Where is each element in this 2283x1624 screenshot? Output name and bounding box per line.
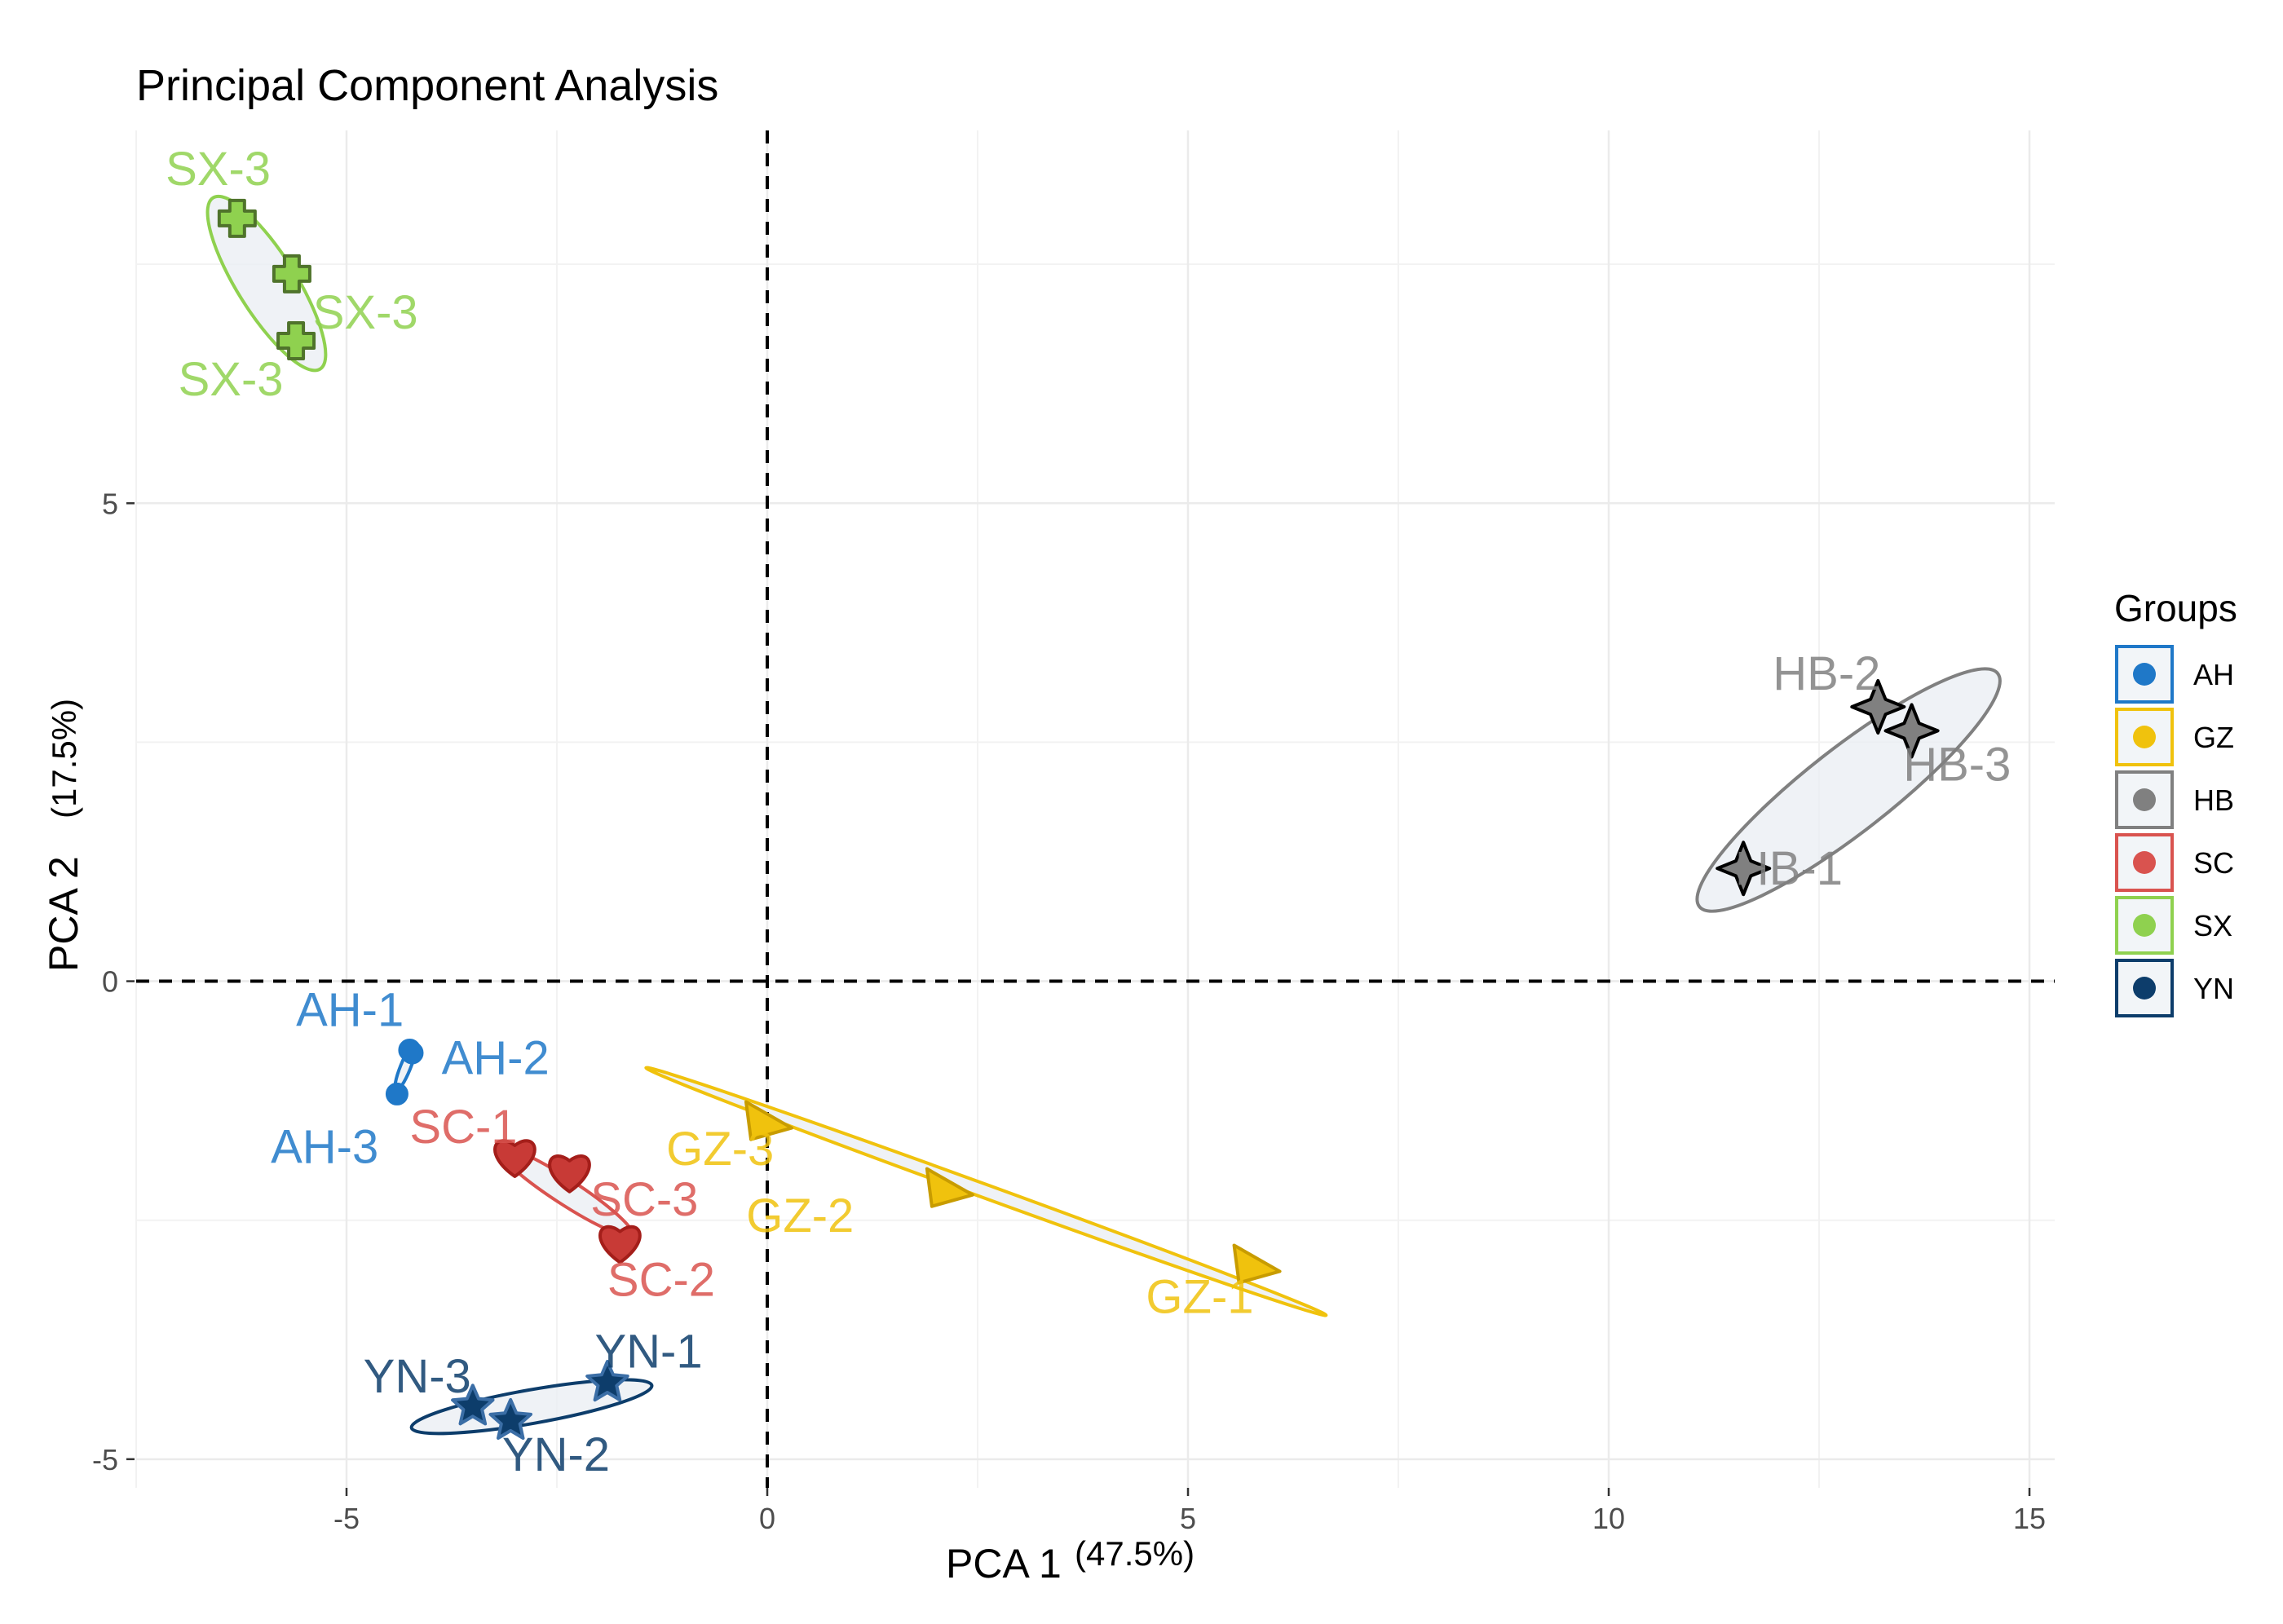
legend-dot-sc [2133, 851, 2156, 874]
points [217, 198, 1940, 1440]
point-ah-3 [385, 1082, 408, 1105]
legend-label-sx: SX [2193, 909, 2232, 942]
point-label-sx-2: SX-3 [313, 286, 418, 339]
legend: Groups AH GZ HB SC SX YN [2114, 587, 2237, 1017]
point-sx-1 [217, 198, 257, 238]
point-gz-3 [744, 1100, 794, 1141]
legend-label-hb: HB [2193, 783, 2234, 817]
point-label-sc-1: SC-1 [409, 1101, 517, 1154]
y-tick-label: 0 [102, 965, 118, 999]
point-hb-3 [1883, 703, 1940, 759]
point-hb-1 [1716, 841, 1772, 897]
point-label-sc-3: SC-3 [590, 1173, 698, 1226]
point-gz-2 [925, 1167, 974, 1208]
point-gz-1 [1232, 1243, 1282, 1285]
point-hb-2 [1850, 679, 1906, 735]
point-label-hb-2: HB-2 [1773, 647, 1880, 700]
x-tick-label: 5 [1180, 1502, 1196, 1535]
point-yn-2 [488, 1397, 532, 1440]
point-sc-1 [493, 1139, 537, 1178]
point-label-sc-2: SC-2 [607, 1253, 715, 1306]
legend-key-sc [2115, 833, 2174, 892]
point-yn-3 [451, 1383, 495, 1426]
confidence-ellipse-gz [644, 1066, 1328, 1317]
point-ah-2 [400, 1041, 424, 1065]
point-label-gz-2: GZ-2 [746, 1189, 854, 1242]
legend-label-sc: SC [2193, 846, 2234, 880]
x-tick-label: 15 [2013, 1502, 2046, 1535]
point-yn-1 [585, 1360, 629, 1402]
reference-lines [136, 130, 2055, 1488]
chart-title: Principal Component Analysis [136, 61, 718, 110]
point-label-ah-3: AH-3 [271, 1120, 378, 1173]
point-label-ah-2: AH-2 [442, 1031, 550, 1084]
point-label-yn-3: YN-3 [364, 1350, 471, 1403]
legend-dot-ah [2133, 663, 2156, 686]
legend-dot-yn [2133, 977, 2156, 1000]
confidence-ellipse-yn [409, 1378, 654, 1436]
y-tick-label: -5 [92, 1443, 118, 1476]
point-label-hb-3: HB-3 [1903, 738, 2011, 791]
point-label-yn-2: YN-2 [502, 1428, 610, 1481]
legend-title: Groups [2114, 587, 2237, 629]
point-labels: AH-1 AH-2 AH-3 GZ-1 GZ-2 GZ-3 HB-1 HB-2 HB-3 SC-1… [166, 143, 2011, 1481]
point-label-gz-1: GZ-1 [1146, 1270, 1253, 1323]
legend-dot-hb [2133, 788, 2156, 811]
axes: -5 0 5 10 15 -5 0 5 [92, 487, 2046, 1535]
point-label-hb-1: HB-1 [1735, 842, 1843, 895]
point-label-sx-3: SX-3 [179, 353, 284, 406]
legend-dot-sx [2133, 914, 2156, 937]
legend-label-yn: YN [2193, 972, 2234, 1005]
x-axis-percent: (47.5%) [1075, 1534, 1194, 1573]
point-sx-2 [272, 254, 311, 293]
legend-dot-gz [2133, 726, 2156, 748]
point-sx-3 [276, 320, 316, 360]
point-label-yn-1: YN-1 [594, 1325, 702, 1378]
legend-label-gz: GZ [2193, 721, 2234, 754]
legend-label-ah: AH [2193, 658, 2234, 691]
x-tick-label: 10 [1592, 1502, 1625, 1535]
point-sc-3 [548, 1154, 591, 1194]
y-axis-title: PCA 2 [41, 856, 86, 972]
point-label-gz-3: GZ-3 [666, 1123, 774, 1176]
y-axis-percent: (17.5%) [45, 699, 83, 819]
point-label-sx-1: SX-3 [166, 143, 271, 196]
y-tick-label: 5 [102, 487, 118, 520]
x-tick-label: -5 [333, 1502, 360, 1535]
x-tick-label: 0 [759, 1502, 775, 1535]
x-axis-title: PCA 1 [946, 1541, 1062, 1586]
point-sc-2 [598, 1225, 642, 1264]
legend-key-gz [2115, 708, 2174, 766]
grid [135, 130, 2055, 1488]
point-label-ah-1: AH-1 [296, 984, 404, 1037]
